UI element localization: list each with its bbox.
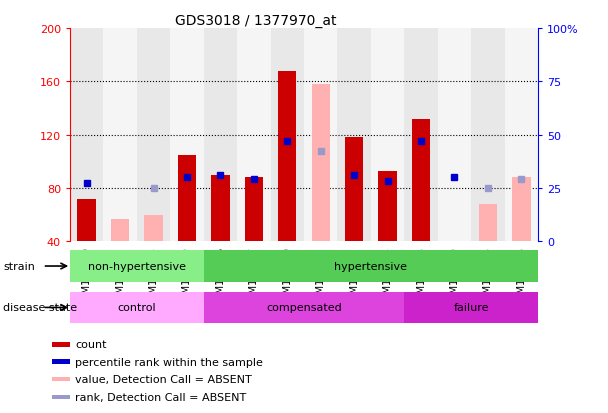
FancyBboxPatch shape	[204, 292, 404, 323]
Bar	[304, 29, 337, 242]
Text: GDS3018 / 1377970_at: GDS3018 / 1377970_at	[174, 14, 336, 28]
Bar	[52, 342, 71, 347]
Bar	[70, 29, 103, 242]
Bar	[471, 29, 505, 242]
Bar	[77, 199, 96, 242]
Bar	[404, 29, 438, 242]
Bar	[103, 29, 137, 242]
FancyBboxPatch shape	[70, 292, 204, 323]
Bar	[52, 395, 71, 399]
Bar	[311, 85, 330, 242]
Bar	[237, 29, 271, 242]
FancyBboxPatch shape	[204, 251, 538, 282]
Bar	[512, 178, 531, 242]
Bar	[345, 138, 364, 242]
Bar	[137, 29, 170, 242]
Bar	[204, 29, 237, 242]
Bar	[178, 155, 196, 242]
Text: strain: strain	[3, 261, 35, 271]
Bar	[244, 178, 263, 242]
Bar	[438, 29, 471, 242]
Text: control: control	[117, 303, 156, 313]
Bar	[478, 204, 497, 242]
Bar	[278, 71, 297, 242]
Bar	[371, 29, 404, 242]
Bar	[111, 219, 130, 242]
Bar	[170, 29, 204, 242]
Bar	[505, 29, 538, 242]
FancyBboxPatch shape	[70, 251, 204, 282]
Bar	[337, 29, 371, 242]
Text: count: count	[75, 339, 107, 349]
Bar	[271, 29, 304, 242]
Text: compensated: compensated	[266, 303, 342, 313]
Text: percentile rank within the sample: percentile rank within the sample	[75, 357, 263, 367]
Text: hypertensive: hypertensive	[334, 261, 407, 271]
Bar	[412, 119, 430, 242]
Bar	[211, 175, 230, 242]
Text: non-hypertensive: non-hypertensive	[88, 261, 186, 271]
Text: value, Detection Call = ABSENT: value, Detection Call = ABSENT	[75, 374, 252, 384]
Bar	[378, 171, 397, 242]
Text: rank, Detection Call = ABSENT: rank, Detection Call = ABSENT	[75, 392, 246, 402]
Bar	[52, 359, 71, 364]
Bar	[144, 215, 163, 242]
Text: disease state: disease state	[3, 303, 77, 313]
FancyBboxPatch shape	[404, 292, 538, 323]
Bar	[52, 377, 71, 382]
Text: failure: failure	[454, 303, 489, 313]
